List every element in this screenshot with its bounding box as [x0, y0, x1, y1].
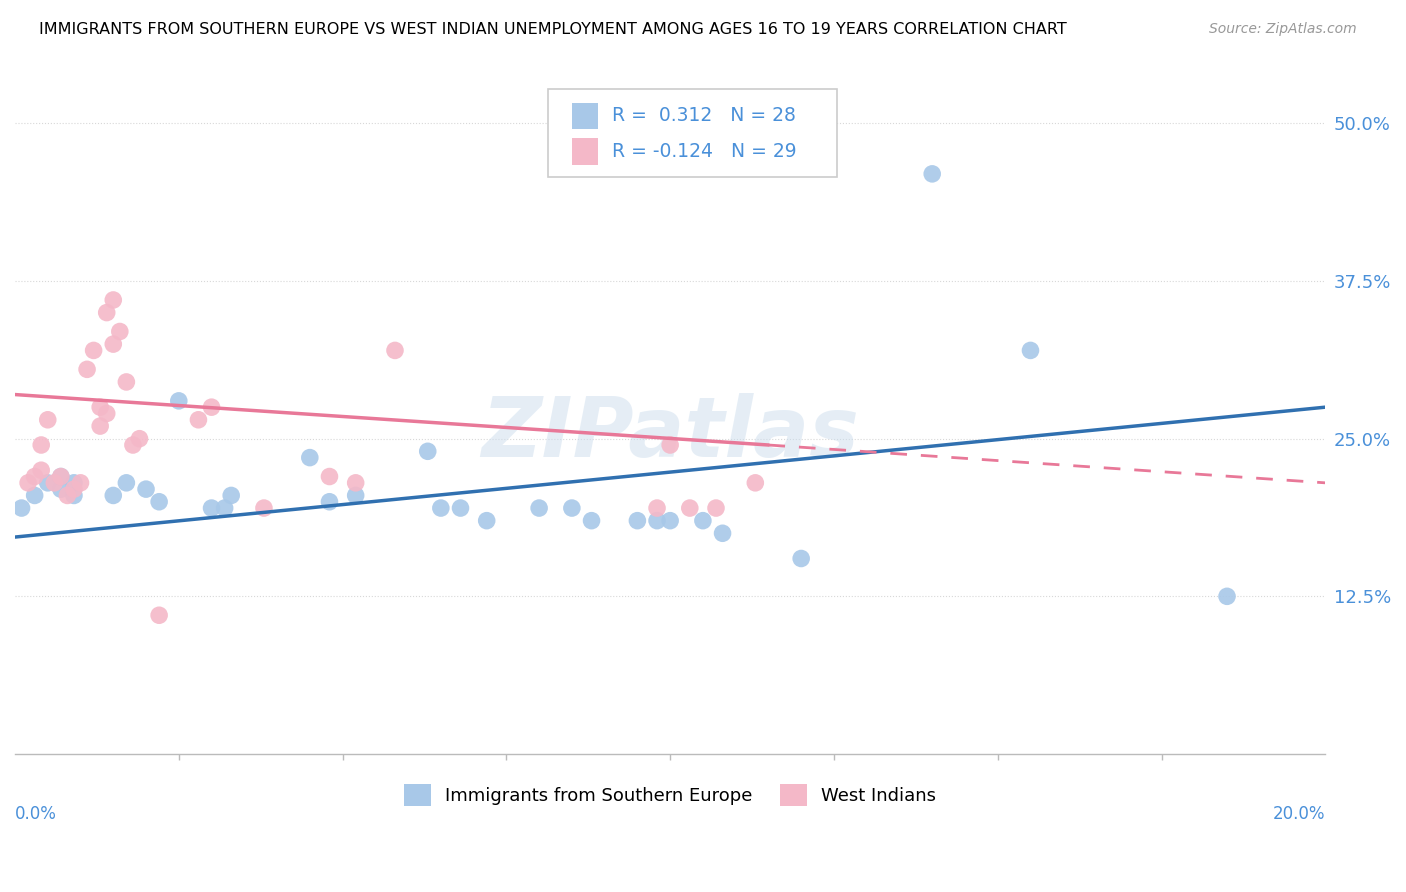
Point: [103, 488, 125, 502]
Point: [128, 432, 150, 446]
Point: [679, 501, 702, 516]
Point: [24, 469, 46, 483]
Text: R = -0.124   N = 29: R = -0.124 N = 29: [612, 142, 796, 161]
Point: [63, 488, 86, 502]
Point: [44, 475, 66, 490]
Point: [96, 407, 118, 421]
Point: [692, 514, 714, 528]
Point: [76, 362, 98, 376]
Point: [1216, 590, 1239, 604]
Point: [200, 400, 222, 414]
Point: [37, 475, 59, 490]
Point: [704, 501, 727, 516]
Point: [103, 293, 125, 307]
Point: [659, 438, 682, 452]
Point: [581, 514, 603, 528]
Point: [115, 475, 138, 490]
Point: [187, 413, 209, 427]
Text: Source: ZipAtlas.com: Source: ZipAtlas.com: [1209, 22, 1357, 37]
Point: [49, 482, 72, 496]
Point: [430, 501, 453, 516]
Point: [30, 463, 52, 477]
Text: R =  0.312   N = 28: R = 0.312 N = 28: [612, 106, 796, 126]
Point: [790, 551, 813, 566]
Point: [37, 413, 59, 427]
Text: 0.0%: 0.0%: [15, 805, 56, 823]
Point: [561, 501, 583, 516]
Point: [56, 488, 79, 502]
Point: [103, 337, 125, 351]
Point: [69, 475, 91, 490]
Point: [24, 488, 46, 502]
Point: [1019, 343, 1042, 358]
Point: [711, 526, 734, 541]
Point: [89, 400, 111, 414]
Point: [122, 438, 145, 452]
Point: [214, 501, 236, 516]
Point: [645, 501, 668, 516]
Point: [921, 167, 943, 181]
Point: [384, 343, 406, 358]
Text: ZIPatlas: ZIPatlas: [481, 393, 859, 475]
Point: [49, 469, 72, 483]
Point: [108, 325, 131, 339]
Point: [10, 501, 32, 516]
Point: [89, 419, 111, 434]
Point: [96, 305, 118, 319]
Point: [135, 482, 157, 496]
Point: [344, 488, 367, 502]
Point: [200, 501, 222, 516]
Point: [148, 608, 170, 623]
Point: [63, 482, 86, 496]
Point: [83, 343, 105, 358]
Point: [318, 494, 340, 508]
Point: [318, 469, 340, 483]
Point: [475, 514, 498, 528]
Point: [450, 501, 472, 516]
Point: [416, 444, 439, 458]
Point: [167, 393, 190, 408]
Point: [219, 488, 242, 502]
Point: [659, 514, 682, 528]
Point: [115, 375, 138, 389]
Point: [645, 514, 668, 528]
Point: [253, 501, 276, 516]
Point: [17, 475, 39, 490]
Point: [626, 514, 648, 528]
Point: [298, 450, 321, 465]
Text: 20.0%: 20.0%: [1272, 805, 1326, 823]
Point: [63, 475, 86, 490]
Point: [148, 494, 170, 508]
Point: [30, 438, 52, 452]
Text: IMMIGRANTS FROM SOUTHERN EUROPE VS WEST INDIAN UNEMPLOYMENT AMONG AGES 16 TO 19 : IMMIGRANTS FROM SOUTHERN EUROPE VS WEST …: [39, 22, 1067, 37]
Point: [344, 475, 367, 490]
Point: [744, 475, 766, 490]
Point: [49, 469, 72, 483]
Point: [527, 501, 550, 516]
Legend: Immigrants from Southern Europe, West Indians: Immigrants from Southern Europe, West In…: [396, 777, 943, 813]
